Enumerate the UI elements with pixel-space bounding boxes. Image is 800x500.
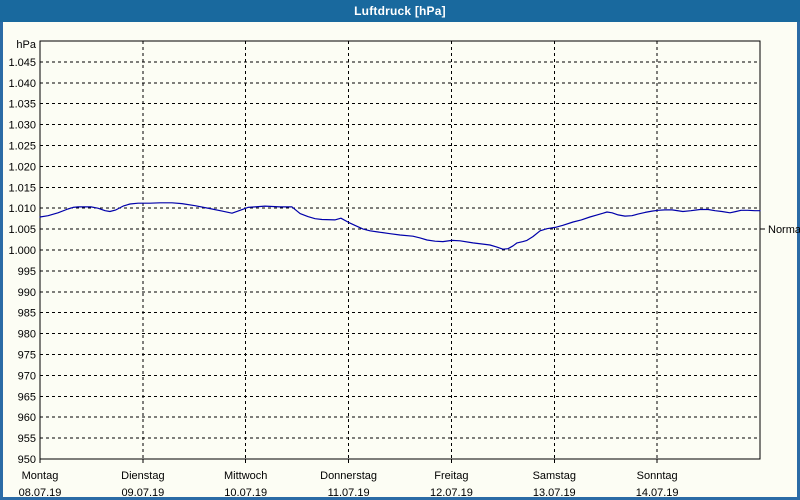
y-tick-label: 1.040: [8, 78, 36, 90]
y-tick-label: 1.045: [8, 57, 36, 69]
y-tick-label: 1.015: [8, 182, 36, 194]
x-date-label: 12.07.19: [430, 487, 473, 499]
x-day-label: Samstag: [533, 470, 576, 482]
y-tick-label: 1.000: [8, 245, 36, 257]
y-tick-label: 1.035: [8, 99, 36, 111]
y-tick-label: 955: [18, 433, 36, 445]
x-day-label: Freitag: [434, 470, 468, 482]
x-date-label: 11.07.19: [328, 487, 370, 499]
y-tick-label: 1.030: [8, 120, 36, 132]
y-tick-label: 965: [18, 391, 36, 403]
x-day-label: Donnerstag: [320, 470, 377, 482]
y-tick-label: 975: [18, 350, 36, 362]
x-day-label: Dienstag: [121, 470, 164, 482]
y-tick-label: 980: [18, 329, 36, 341]
x-date-label: 10.07.19: [224, 487, 267, 499]
window-title: Luftdruck [hPa]: [354, 4, 446, 18]
x-date-label: 08.07.19: [19, 487, 62, 499]
chart-background: [3, 22, 797, 497]
x-day-label: Mittwoch: [224, 470, 267, 482]
y-tick-label: 950: [18, 454, 36, 466]
y-tick-label: 970: [18, 370, 36, 382]
x-date-label: 14.07.19: [636, 487, 679, 499]
y-tick-label: 1.005: [8, 224, 36, 236]
x-day-label: Sonntag: [637, 470, 678, 482]
plot-frame: [39, 40, 761, 460]
y-axis-unit-label: hPa: [16, 39, 36, 51]
y-tick-label: 990: [18, 287, 36, 299]
pressure-curve: [39, 202, 761, 250]
y-tick-label: 1.025: [8, 141, 36, 153]
y-tick-label: 995: [18, 266, 36, 278]
y-tick-label: 960: [18, 412, 36, 424]
y-tick-label: 1.020: [8, 161, 36, 173]
y-tick-label: 985: [18, 308, 36, 320]
x-day-label: Montag: [22, 470, 59, 482]
x-date-label: 09.07.19: [121, 487, 164, 499]
window-titlebar: Luftdruck [hPa]: [0, 0, 800, 22]
x-date-label: 13.07.19: [533, 487, 576, 499]
y-tick-label: 1.010: [8, 203, 36, 215]
normal-label: Normal: [768, 224, 800, 236]
